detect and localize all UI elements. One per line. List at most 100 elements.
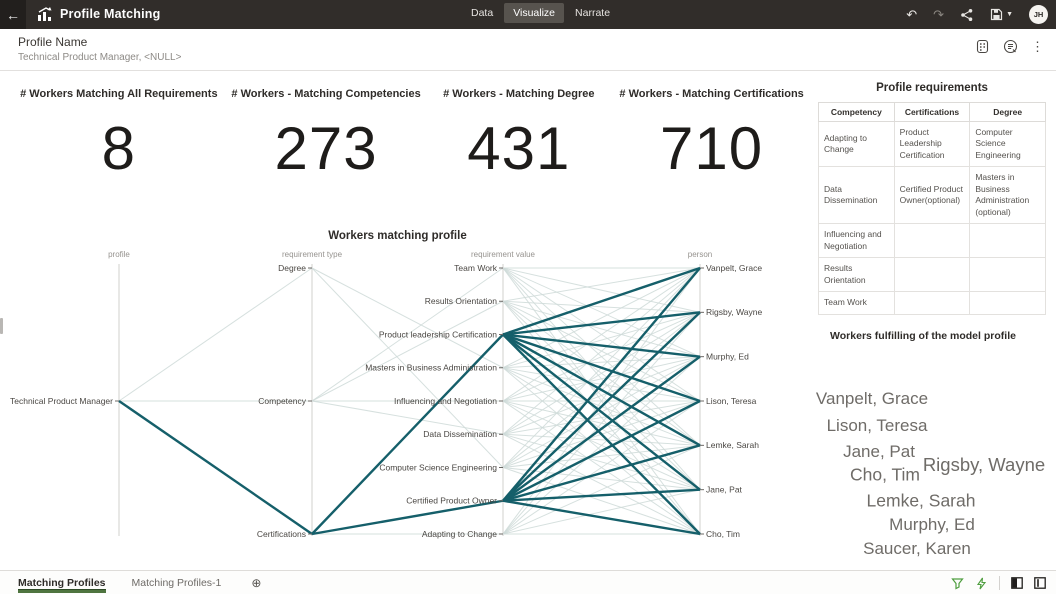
undo-icon[interactable]: ↶ (906, 7, 918, 22)
svg-text:Influencing and Negotiation: Influencing and Negotiation (394, 396, 497, 406)
svg-text:Masters in Business Administra: Masters in Business Administration (365, 363, 497, 373)
cloud-name[interactable]: Murphy, Ed (889, 515, 975, 534)
kpi-value: 431 (467, 115, 571, 182)
svg-text:Data Dissemination: Data Dissemination (423, 429, 497, 439)
svg-text:Product leadership Certificati: Product leadership Certification (379, 329, 497, 339)
kpi-matching-certifications[interactable]: # Workers - Matching Certifications 710 (615, 80, 808, 208)
workbook-title: Profile Matching (60, 7, 161, 21)
cloud-name[interactable]: Rigsby, Wayne (922, 454, 1046, 475)
svg-text:person: person (688, 250, 712, 259)
svg-text:Computer Science Engineering: Computer Science Engineering (379, 462, 497, 472)
svg-text:Adapting to Change: Adapting to Change (422, 529, 497, 539)
share-icon[interactable] (960, 8, 974, 22)
presentation-mode-icon[interactable] (1003, 39, 1018, 54)
kpi-title: # Workers Matching All Requirements (20, 88, 218, 100)
svg-text:requirement type: requirement type (282, 250, 343, 259)
user-avatar[interactable]: JH (1029, 5, 1048, 24)
svg-text:requirement value: requirement value (471, 250, 536, 259)
requirements-table-title: Profile requirements (876, 82, 988, 94)
add-canvas-icon[interactable]: ⊕ (251, 576, 262, 590)
svg-text:Vanpelt, Grace: Vanpelt, Grace (706, 263, 762, 273)
word-cloud-title: Workers fulfilling of the model profile (830, 330, 1016, 342)
kpi-title: # Workers - Matching Competencies (231, 88, 421, 100)
word-cloud-panel[interactable]: Workers fulfilling of the model profile … (790, 330, 1056, 570)
cloud-name[interactable]: Lison, Teresa (826, 416, 928, 435)
req-column-header: Degree (969, 102, 1046, 122)
canvas-tabs: Matching Profiles Matching Profiles-1 ⊕ (18, 571, 261, 594)
filter-value: Technical Product Manager, <NULL> (18, 52, 182, 63)
save-icon (990, 8, 1003, 21)
canvas-tab-matching-profiles[interactable]: Matching Profiles (18, 571, 106, 594)
back-button[interactable]: ← (0, 0, 26, 29)
kpi-value: 273 (274, 115, 378, 182)
tab-visualize[interactable]: Visualize (504, 3, 565, 23)
save-menu[interactable]: ▼ (990, 8, 1013, 21)
divider (999, 576, 1000, 590)
refresh-data-icon[interactable] (975, 577, 988, 590)
kpi-value: 710 (660, 115, 764, 182)
svg-text:Lison, Teresa: Lison, Teresa (706, 396, 757, 406)
kpi-matching-competencies[interactable]: # Workers - Matching Competencies 273 (230, 80, 423, 208)
requirements-table[interactable]: Competency Certifications Degree Adapting … (818, 102, 1046, 315)
redo-icon[interactable]: ↷ (933, 7, 945, 22)
kpi-matching-degree[interactable]: # Workers - Matching Degree 431 (422, 80, 615, 208)
table-row[interactable]: Data Dissemination Certified Product Owne… (818, 166, 1046, 225)
req-column-header: Certifications (893, 102, 971, 122)
network-parallel-chart[interactable]: profile requirement type requirement value… (0, 244, 795, 562)
table-row[interactable]: Adapting to Change Product Leadership Cer… (818, 120, 1046, 168)
mode-tabs: Data Visualize Narrate (462, 3, 619, 23)
svg-text:Rigsby, Wayne: Rigsby, Wayne (706, 307, 762, 317)
cloud-name[interactable]: Lemke, Sarah (866, 490, 976, 511)
svg-text:Team Work: Team Work (454, 263, 498, 273)
filter-indicator-icon[interactable] (951, 577, 964, 590)
svg-text:Results Orientation: Results Orientation (425, 296, 498, 306)
tab-data[interactable]: Data (471, 7, 494, 19)
workers-matching-profile-panel[interactable]: Workers matching profile profile requirem… (0, 230, 795, 570)
svg-text:Jane, Pat: Jane, Pat (706, 484, 743, 494)
req-column-header: Competency (818, 102, 895, 122)
word-cloud-body: Vanpelt, Grace Lison, Teresa Jane, Pat C… (790, 342, 1056, 558)
kpi-title: # Workers - Matching Degree (443, 88, 595, 100)
bottom-bar-actions (951, 571, 1046, 594)
svg-text:Lemke, Sarah: Lemke, Sarah (706, 440, 759, 450)
filter-bar-actions: ⋮ (975, 39, 1044, 54)
svg-text:Technical Product Manager: Technical Product Manager (10, 396, 113, 406)
canvas-layout-left-icon[interactable] (1011, 577, 1023, 589)
kpi-row: # Workers Matching All Requirements 8 # … (8, 80, 808, 208)
tab-narrate[interactable]: Narrate (575, 7, 611, 19)
svg-text:Cho, Tim: Cho, Tim (706, 529, 740, 539)
cloud-name[interactable]: Vanpelt, Grace (815, 389, 929, 408)
canvas: # Workers Matching All Requirements 8 # … (0, 72, 1056, 570)
kpi-matching-all-requirements[interactable]: # Workers Matching All Requirements 8 (8, 80, 230, 208)
svg-text:Competency: Competency (258, 396, 306, 406)
profile-name-filter[interactable]: Profile Name Technical Product Manager, … (18, 35, 181, 63)
table-row[interactable]: Team Work (818, 291, 1046, 315)
profile-requirements-panel[interactable]: Profile requirements Competency Certifica… (818, 82, 1046, 315)
top-actions: ↶ ↷ ▼ JH (906, 0, 1048, 29)
svg-text:Murphy, Ed: Murphy, Ed (706, 351, 749, 361)
network-chart-title: Workers matching profile (328, 230, 467, 242)
cloud-name[interactable]: Cho, Tim (849, 464, 921, 485)
workbook-logo-icon (38, 7, 52, 21)
table-row[interactable]: Influencing and Negotiation (818, 223, 1046, 259)
cloud-name[interactable]: Saucer, Karen (863, 539, 971, 558)
filter-label: Profile Name (18, 35, 88, 49)
more-options-icon[interactable]: ⋮ (1031, 39, 1044, 54)
panel-drag-handle[interactable] (0, 318, 3, 334)
svg-text:profile: profile (108, 250, 130, 259)
svg-text:Degree: Degree (278, 263, 306, 273)
filter-bar: Profile Name Technical Product Manager, … (0, 29, 1056, 71)
top-bar: ← Profile Matching Data Visualize Narrat… (0, 0, 1056, 29)
svg-text:Certified Product Owner: Certified Product Owner (406, 496, 497, 506)
filter-controls-icon[interactable] (975, 39, 990, 54)
cloud-name[interactable]: Jane, Pat (843, 442, 915, 461)
table-row[interactable]: Results Orientation (818, 257, 1046, 293)
kpi-title: # Workers - Matching Certifications (619, 88, 804, 100)
svg-text:Certifications: Certifications (257, 529, 306, 539)
canvas-layout-split-icon[interactable] (1034, 577, 1046, 589)
canvas-tab-matching-profiles-1[interactable]: Matching Profiles-1 (131, 577, 222, 589)
back-arrow-icon: ← (6, 6, 20, 23)
kpi-value: 8 (101, 115, 137, 182)
bottom-bar: Matching Profiles Matching Profiles-1 ⊕ (0, 570, 1056, 594)
